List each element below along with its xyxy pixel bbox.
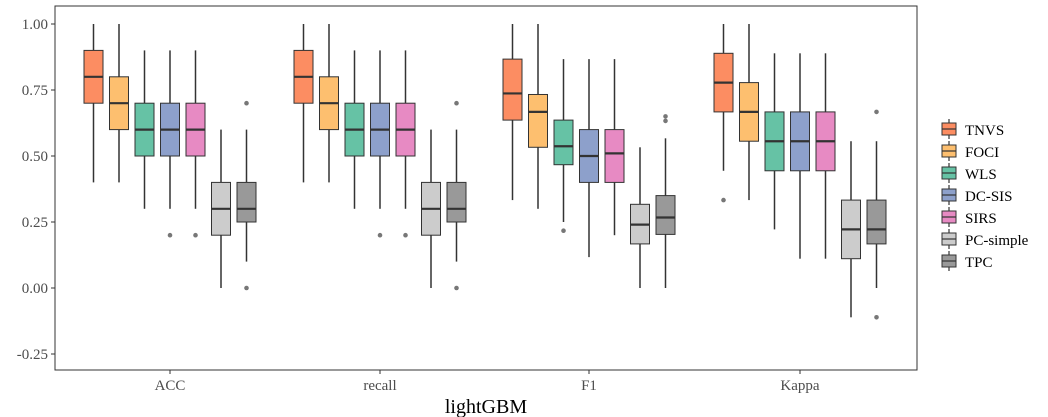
box-foci-acc — [109, 24, 129, 183]
legend-item-sirs: SIRS — [941, 207, 997, 227]
y-tick-label: -0.25 — [17, 347, 48, 363]
x-tick-label: recall — [363, 378, 396, 394]
box-iqr — [553, 119, 574, 166]
box-foci-f1 — [528, 24, 548, 209]
legend-label: WLS — [965, 167, 997, 183]
outlier-point — [193, 232, 198, 238]
box-iqr — [604, 129, 625, 183]
outlier-point — [244, 285, 249, 291]
y-tick-label: 0.50 — [22, 149, 48, 165]
legend-item-tpc: TPC — [941, 251, 993, 271]
box-dc-sis-f1 — [579, 59, 599, 258]
box-pc-simple-f1 — [630, 147, 650, 288]
outlier-point — [874, 109, 879, 115]
y-tick-label: 0.00 — [22, 281, 48, 297]
outlier-point — [454, 285, 459, 291]
box-iqr — [446, 181, 467, 223]
outlier-point — [721, 197, 726, 203]
box-pc-simple-kappa — [841, 141, 861, 318]
outlier-point — [663, 114, 668, 119]
box-foci-kappa — [739, 24, 759, 201]
box-tpc-f1 — [655, 114, 676, 288]
box-wls-acc — [134, 50, 155, 209]
y-tick-label: 1.00 — [22, 17, 48, 33]
box-wls-f1 — [553, 59, 574, 234]
legend-label: SIRS — [965, 211, 997, 227]
box-tpc-acc — [236, 100, 257, 291]
box-wls-recall — [344, 50, 365, 209]
outlier-point — [663, 118, 668, 124]
outlier-point — [561, 228, 566, 234]
box-sirs-acc — [185, 50, 206, 238]
box-dc-sis-acc — [160, 50, 180, 238]
box-iqr — [528, 93, 548, 148]
box-iqr — [502, 58, 523, 121]
box-tpc-kappa — [866, 109, 887, 320]
box-iqr — [236, 181, 257, 223]
legend-label: FOCI — [965, 145, 999, 161]
y-tick-label: 0.75 — [22, 83, 48, 99]
legend-label: TPC — [965, 255, 993, 271]
box-pc-simple-acc — [211, 129, 231, 288]
box-sirs-kappa — [815, 53, 836, 259]
outlier-point — [244, 100, 249, 106]
legend-label: TNVS — [965, 123, 1004, 139]
y-axis: 1.00 0.75 0.50 0.25 0.00 -0.25 — [17, 17, 55, 363]
box-iqr — [866, 199, 887, 245]
x-tick-label: Kappa — [780, 378, 819, 394]
box-sirs-f1 — [604, 59, 625, 236]
box-dc-sis-kappa — [790, 53, 810, 259]
outlier-point — [377, 232, 383, 238]
plot-panel — [54, 5, 918, 371]
legend-label: PC-simple — [965, 233, 1029, 249]
outlier-point — [874, 315, 879, 320]
box-foci-recall — [319, 24, 339, 183]
legend-item-tnvs: TNVS — [941, 119, 1004, 139]
box-tnvs-acc — [83, 24, 104, 183]
box-wls-kappa — [764, 53, 785, 230]
legend-item-dc-sis: DC-SIS — [941, 185, 1013, 205]
legend: TNVS FOCI WLS DC-SIS SIRS PC-simple TPC — [941, 119, 1029, 271]
outlier-point — [454, 100, 459, 106]
box-tnvs-recall — [293, 24, 314, 183]
x-axis: ACC recall F1 Kappa — [155, 370, 820, 394]
box-tnvs-f1 — [502, 24, 523, 201]
legend-item-pc-simple: PC-simple — [941, 229, 1029, 249]
y-tick-label: 0.25 — [22, 215, 48, 231]
x-tick-label: F1 — [581, 378, 597, 394]
box-sirs-recall — [395, 50, 416, 238]
legend-label: DC-SIS — [965, 189, 1013, 205]
box-dc-sis-recall — [370, 50, 390, 238]
boxes-layer — [83, 24, 887, 320]
outlier-point — [167, 232, 173, 238]
legend-item-wls: WLS — [941, 163, 997, 183]
x-tick-label: ACC — [155, 378, 186, 394]
x-axis-title: lightGBM — [445, 396, 527, 417]
outlier-point — [403, 232, 408, 238]
box-iqr — [655, 195, 676, 235]
box-tnvs-kappa — [713, 24, 734, 203]
box-tpc-recall — [446, 100, 467, 291]
legend-item-foci: FOCI — [941, 141, 999, 161]
box-pc-simple-recall — [421, 129, 441, 288]
